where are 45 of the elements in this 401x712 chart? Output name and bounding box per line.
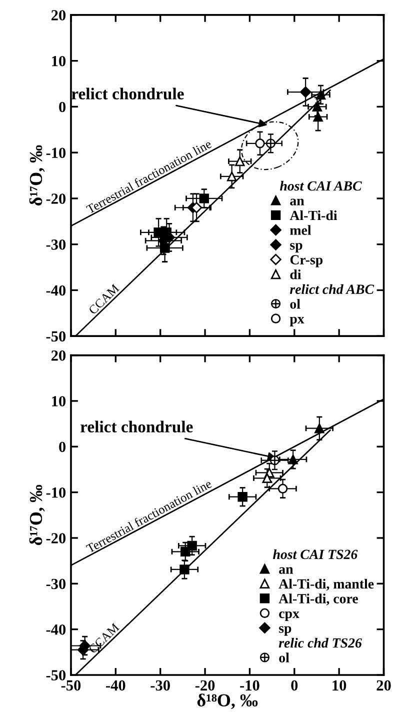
legend-label: Cr-sp bbox=[290, 255, 323, 268]
legend-label: an bbox=[290, 198, 304, 206]
legend-label: cpx bbox=[279, 611, 300, 621]
x-axis-title: δ¹⁸O, ‰ bbox=[197, 694, 258, 710]
y-tick-label: -10 bbox=[46, 148, 66, 158]
legend-title: host CAI ABC bbox=[280, 180, 362, 191]
legend-label: sp bbox=[279, 626, 292, 636]
legend-label: px bbox=[290, 316, 304, 326]
legend-label: Al-Ti-di, mantle bbox=[278, 578, 374, 591]
y-tick-label: 20 bbox=[51, 10, 66, 20]
x-tick-label: 0 bbox=[291, 680, 298, 691]
x-tick-label: -40 bbox=[106, 680, 126, 691]
y-tick-label: 10 bbox=[52, 396, 66, 406]
y-tick-label: 10 bbox=[52, 56, 66, 66]
y-tick-label: -10 bbox=[46, 487, 66, 498]
y-tick-label: -30 bbox=[46, 578, 66, 590]
legend-title: host CAI TS26 bbox=[273, 549, 358, 560]
legend-label: ol bbox=[290, 298, 300, 309]
legend-label: Al-Ti-di bbox=[290, 210, 338, 220]
legend-label: sp bbox=[290, 243, 302, 253]
y-tick-label: -50 bbox=[46, 331, 66, 342]
y-tick-label: 20 bbox=[51, 350, 66, 361]
y-tick-label: -50 bbox=[46, 670, 66, 680]
y-tick-label: 0 bbox=[59, 102, 66, 112]
legend-label: di bbox=[290, 269, 302, 280]
y-tick-label: -20 bbox=[46, 533, 66, 544]
y-tick-label: -20 bbox=[46, 194, 66, 204]
y-axis-title: δ¹⁷O, ‰ bbox=[29, 145, 45, 206]
annotation: relic chd TS26 bbox=[278, 638, 362, 648]
x-tick-label: -30 bbox=[150, 680, 170, 691]
legend-label: an bbox=[279, 567, 294, 574]
annotation: relict chd ABC bbox=[290, 284, 374, 294]
y-tick-label: -30 bbox=[46, 239, 66, 250]
x-tick-label: 10 bbox=[332, 680, 346, 691]
x-tick-label: -20 bbox=[195, 680, 215, 691]
x-tick-label: -10 bbox=[240, 680, 260, 691]
x-tick-label: 20 bbox=[376, 680, 391, 691]
legend-label: ol bbox=[279, 652, 290, 662]
y-axis-title: δ¹⁷O, ‰ bbox=[29, 484, 45, 546]
y-tick-label: 0 bbox=[59, 442, 66, 452]
y-tick-label: -40 bbox=[46, 624, 66, 635]
y-tick-label: -40 bbox=[46, 285, 66, 296]
legend-label: mel bbox=[290, 225, 312, 235]
legend-label: Al-Ti-di, core bbox=[278, 594, 358, 606]
annotation: relict chondrule bbox=[80, 420, 193, 432]
